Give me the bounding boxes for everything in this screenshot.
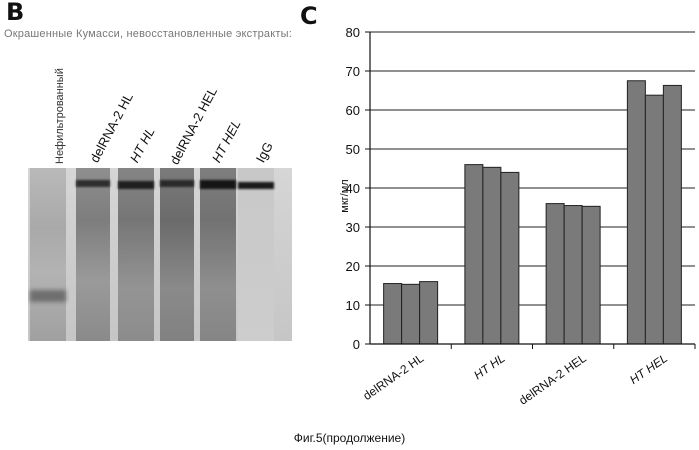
gel-image — [28, 168, 292, 341]
y-tick-label-50: 50 — [346, 142, 360, 157]
y-tick-label-10: 10 — [346, 298, 360, 313]
y-tick-label-70: 70 — [346, 64, 360, 79]
bar-0-0 — [384, 284, 402, 344]
y-tick-label-0: 0 — [353, 337, 360, 352]
x-tick-label-1: HT HL — [471, 351, 507, 382]
y-tick-label-20: 20 — [346, 259, 360, 274]
gel-lane-ht-hel — [200, 168, 236, 341]
gel-lane-ht-hl — [118, 168, 154, 341]
bar-chart: 01020304050607080delRNA-2 HLHT HLdelRNA-… — [300, 20, 699, 431]
bar-2-1 — [564, 206, 582, 344]
gel-title: Окрашенные Кумасси, невосстановленные эк… — [4, 28, 292, 40]
gel-lane-igg — [238, 168, 274, 341]
y-axis-title: мкг/мл — [339, 179, 351, 212]
lane-label-igg: IgG — [253, 139, 276, 165]
panel-b-letter: B — [6, 0, 24, 26]
x-tick-label-2: delRNA-2 HEL — [516, 351, 589, 408]
x-tick-label-3: HT HEL — [627, 351, 670, 387]
bar-3-1 — [645, 95, 663, 344]
lane-label-ht-hl: HT HL — [127, 125, 158, 165]
gel-lane-unfiltered — [30, 168, 66, 341]
bar-1-1 — [483, 167, 501, 344]
lane-label-ht-hel: HT HEL — [209, 117, 244, 165]
bar-1-0 — [465, 165, 483, 344]
gel-lane-delrna2-hl — [76, 168, 110, 341]
bar-0-2 — [420, 282, 438, 344]
bar-0-1 — [402, 284, 420, 344]
bar-2-2 — [582, 206, 600, 344]
y-tick-label-60: 60 — [346, 103, 360, 118]
y-tick-label-30: 30 — [346, 220, 360, 235]
y-tick-label-80: 80 — [346, 25, 360, 40]
bar-3-0 — [627, 81, 645, 344]
x-tick-label-0: delRNA-2 HL — [360, 351, 426, 403]
bar-2-0 — [546, 204, 564, 344]
bar-1-2 — [501, 172, 519, 344]
bar-3-2 — [663, 85, 681, 344]
figure-caption: Фиг.5(продолжение) — [0, 431, 699, 445]
gel-lane-delrna2-hel — [160, 168, 194, 341]
lane-label-unfiltered: Нефильтрованный — [54, 68, 66, 164]
